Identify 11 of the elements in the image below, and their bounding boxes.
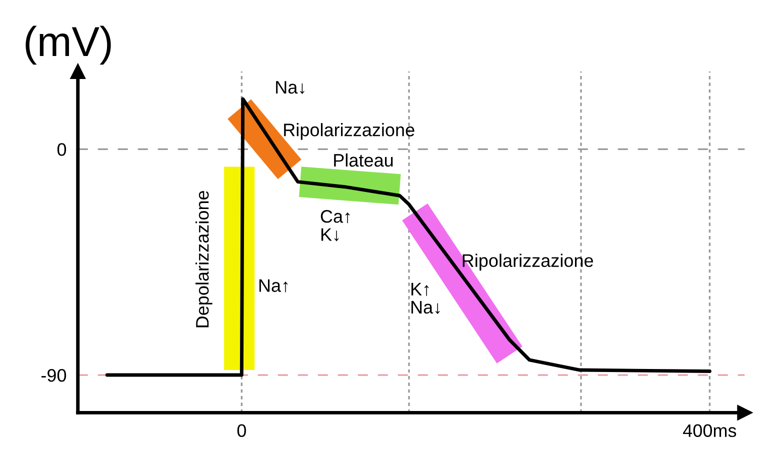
annotation: Ripolarizzazione bbox=[284, 123, 414, 140]
annotation: Ca↑ K↓ bbox=[320, 210, 350, 242]
x-tick-label: 400ms bbox=[683, 424, 736, 438]
annotation: Depolarizzazione bbox=[196, 190, 212, 328]
annotation: Na↓ bbox=[276, 81, 304, 94]
annotation: K↑ Na↓ bbox=[411, 282, 440, 314]
y-tick-label: -90 bbox=[41, 368, 66, 382]
annotation: Na↑ bbox=[259, 279, 288, 292]
y-axis-title: (mV) bbox=[26, 26, 111, 65]
line-series bbox=[105, 97, 712, 377]
annotation: Plateau bbox=[334, 153, 393, 167]
